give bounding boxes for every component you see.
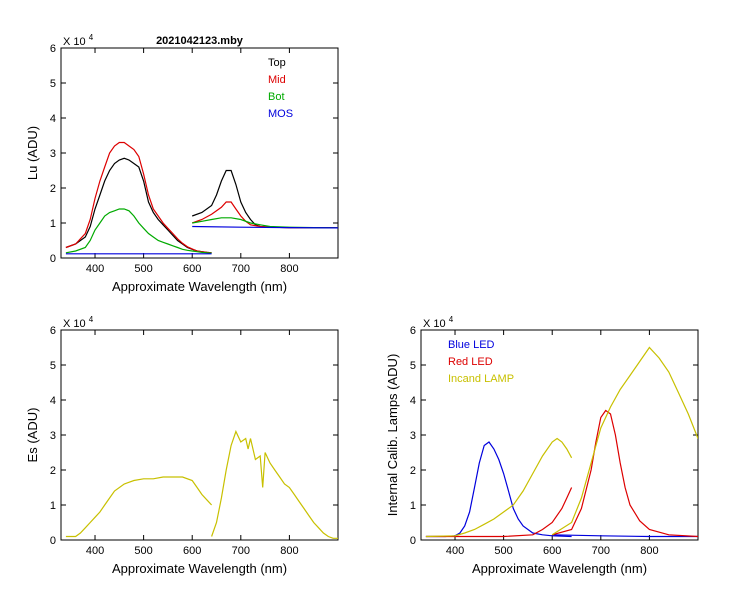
y-tick-label: 5 xyxy=(50,360,56,372)
y-tick-label: 3 xyxy=(50,430,56,442)
y-tick-label: 6 xyxy=(50,43,56,55)
series-line-red-led xyxy=(425,487,573,538)
y-tick-label: 2 xyxy=(50,465,56,477)
x-tick-label: 600 xyxy=(183,545,201,557)
chart-lu: 400 500 600 700 800 0 1 2 3 4 5 6 X 10 4 2021042123.m… xyxy=(25,33,339,294)
legend-entry-bot: Bot xyxy=(268,91,285,103)
y-multiplier-label: X 10 4 xyxy=(63,33,94,48)
x-tick-label: 600 xyxy=(183,263,201,275)
series-line-incand-lamp xyxy=(425,437,573,538)
y-axis-label: Es (ADU) xyxy=(25,408,40,463)
y-tick-label: 1 xyxy=(50,218,56,230)
x-axis-label: Approximate Wavelength (nm) xyxy=(112,279,287,294)
y-tick-label: 0 xyxy=(50,253,56,265)
series-line-es xyxy=(65,476,213,538)
series-line-mid xyxy=(65,141,212,254)
x-tick-label: 700 xyxy=(592,545,610,557)
series-line-blue-led xyxy=(552,534,698,538)
y-tick-label: 6 xyxy=(50,325,56,337)
legend-entry-top: Top xyxy=(268,57,286,69)
x-tick-label: 800 xyxy=(640,545,658,557)
x-tick-label: 800 xyxy=(280,263,298,275)
x-tick-label: 400 xyxy=(86,545,104,557)
legend-entry-mos: MOS xyxy=(268,108,293,120)
y-tick-label: 4 xyxy=(50,395,56,407)
y-tick-label: 4 xyxy=(50,113,56,125)
legend-entry-mid: Mid xyxy=(268,74,286,86)
y-multiplier-label: X 10 4 xyxy=(423,315,454,330)
y-tick-label: 6 xyxy=(410,325,416,337)
y-tick-label: 3 xyxy=(50,148,56,160)
chart-lamps: 400 500 600 700 800 0 1 2 3 4 5 6 X 10 4 Approximate … xyxy=(385,315,699,576)
series-line-es xyxy=(211,429,338,539)
x-tick-label: 600 xyxy=(543,545,561,557)
y-tick-label: 0 xyxy=(50,535,56,547)
x-tick-label: 400 xyxy=(446,545,464,557)
y-tick-label: 2 xyxy=(410,465,416,477)
y-multiplier-label: X 10 4 xyxy=(63,315,94,330)
series-line-incand-lamp xyxy=(551,346,698,536)
legend-entry-incand-lamp: Incand LAMP xyxy=(448,373,514,385)
x-tick-label: 700 xyxy=(232,545,250,557)
legend-entry-blue-led: Blue LED xyxy=(448,339,495,351)
y-tick-label: 3 xyxy=(410,430,416,442)
series-line-top xyxy=(65,157,212,254)
x-tick-label: 500 xyxy=(494,545,512,557)
x-tick-label: 500 xyxy=(134,263,152,275)
chart-title: 2021042123.mby xyxy=(156,35,244,47)
y-tick-label: 4 xyxy=(410,395,416,407)
y-tick-label: 0 xyxy=(410,535,416,547)
x-axis-label: Approximate Wavelength (nm) xyxy=(472,561,647,576)
series-line-mos xyxy=(192,225,338,229)
x-tick-label: 800 xyxy=(280,545,298,557)
y-axis-label: Lu (ADU) xyxy=(25,126,40,180)
x-tick-label: 700 xyxy=(232,263,250,275)
x-tick-label: 400 xyxy=(86,263,104,275)
series-line-red-led xyxy=(552,409,698,538)
y-tick-label: 1 xyxy=(50,500,56,512)
x-axis-label: Approximate Wavelength (nm) xyxy=(112,561,287,576)
y-tick-label: 5 xyxy=(410,360,416,372)
y-axis-label: Internal Calib. Lamps (ADU) xyxy=(385,354,400,517)
y-tick-label: 5 xyxy=(50,78,56,90)
x-tick-label: 500 xyxy=(134,545,152,557)
series-line-bot xyxy=(65,208,212,254)
y-tick-label: 2 xyxy=(50,183,56,195)
series-line-mid xyxy=(191,201,338,229)
legend-entry-red-led: Red LED xyxy=(448,356,493,368)
series-line-blue-led xyxy=(425,441,572,538)
y-tick-label: 1 xyxy=(410,500,416,512)
chart-es: 400 500 600 700 800 0 1 2 3 4 5 6 X 10 4 Approximate … xyxy=(25,315,339,576)
